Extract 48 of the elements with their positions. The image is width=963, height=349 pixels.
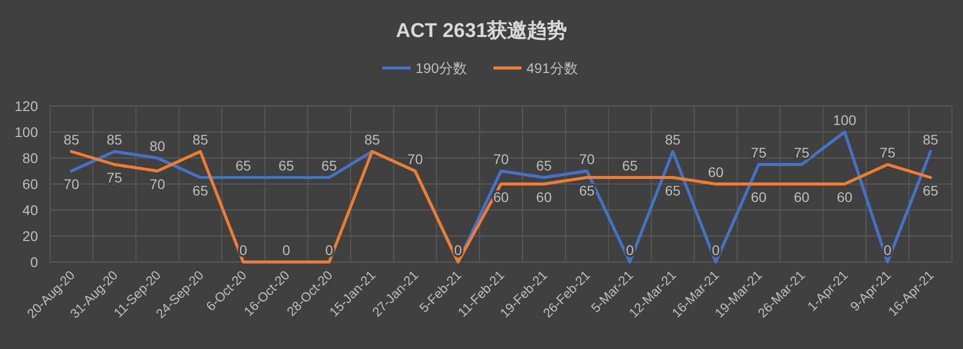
data-label: 70 — [407, 151, 424, 167]
chart-title: ACT 2631获邀趋势 — [396, 20, 568, 42]
data-label: 60 — [493, 189, 509, 205]
data-label: 75 — [106, 170, 122, 186]
legend-label: 190分数 — [416, 60, 467, 76]
y-tick-label: 100 — [14, 124, 38, 140]
data-label: 65 — [321, 158, 338, 174]
data-label: 85 — [64, 132, 80, 148]
data-label: 0 — [454, 242, 462, 258]
data-label: 65 — [622, 158, 638, 174]
y-tick-label: 0 — [30, 254, 38, 270]
data-label: 85 — [106, 132, 122, 148]
data-label: 60 — [708, 164, 724, 180]
data-label: 65 — [536, 158, 552, 174]
data-label: 65 — [665, 182, 681, 198]
data-label: 100 — [832, 112, 857, 128]
legend-label: 491分数 — [526, 60, 578, 76]
data-label: 75 — [794, 144, 810, 160]
data-label: 60 — [794, 189, 810, 205]
y-tick-label: 120 — [14, 98, 38, 114]
data-label: 80 — [150, 138, 166, 154]
data-label: 65 — [235, 158, 252, 174]
data-label: 65 — [192, 182, 208, 198]
data-label: 70 — [493, 151, 509, 167]
data-label: 60 — [750, 189, 767, 205]
data-label: 75 — [750, 144, 767, 160]
y-tick-label: 60 — [22, 176, 38, 192]
data-label: 65 — [579, 182, 595, 198]
data-label: 85 — [665, 132, 681, 148]
data-label: 0 — [325, 242, 334, 258]
y-tick-label: 20 — [22, 228, 38, 244]
data-label: 65 — [922, 182, 939, 198]
data-label: 0 — [282, 242, 290, 258]
y-tick-label: 40 — [22, 202, 38, 218]
data-label: 75 — [880, 144, 896, 160]
data-label: 70 — [64, 176, 80, 192]
data-label: 85 — [364, 132, 380, 148]
data-label: 0 — [712, 242, 720, 258]
data-label: 60 — [536, 189, 552, 205]
data-label: 85 — [192, 132, 208, 148]
data-label: 85 — [922, 132, 939, 148]
data-label: 60 — [836, 189, 853, 205]
y-tick-label: 80 — [22, 150, 38, 166]
data-label: 70 — [150, 176, 166, 192]
data-label: 0 — [626, 242, 634, 258]
data-label: 0 — [239, 242, 248, 258]
data-label: 70 — [579, 151, 595, 167]
data-label: 65 — [278, 158, 294, 174]
